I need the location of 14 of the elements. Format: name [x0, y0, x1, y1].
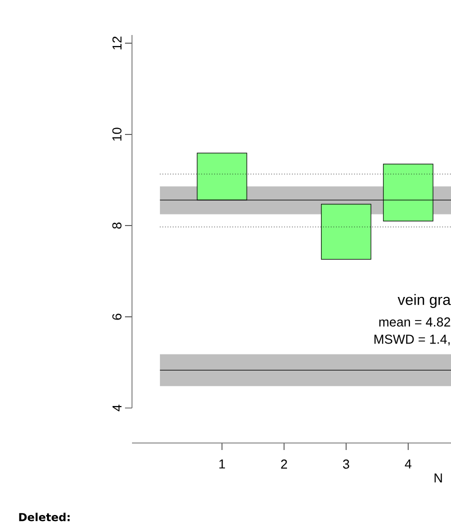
x-axis-title: N	[434, 474, 442, 482]
annotation: mean = 4.82	[379, 317, 450, 327]
y-tick-label: 4	[112, 404, 122, 412]
text: Deleted:	[19, 512, 70, 522]
x-tick-label: 3	[343, 460, 350, 469]
x-tick-label: 1	[219, 460, 225, 468]
y-tick-label: 6	[112, 314, 122, 320]
x-tick-label: 2	[281, 460, 287, 469]
y-tick-label: 12	[112, 36, 122, 50]
annotation: MSWD = 1.4,	[374, 334, 450, 346]
y-tick-label: 8	[112, 222, 122, 229]
annotation: vein gra	[398, 294, 451, 308]
x-tick-label: 4	[404, 460, 412, 468]
y-tick-label: 10	[112, 128, 122, 141]
